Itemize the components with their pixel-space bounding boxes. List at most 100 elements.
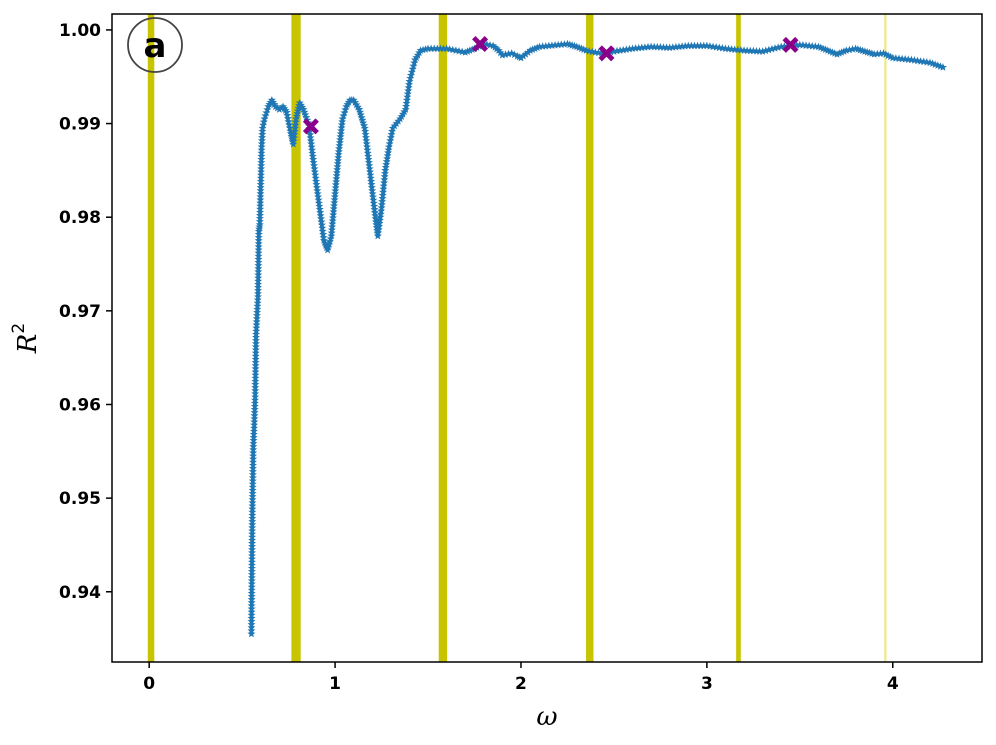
data-point — [247, 589, 256, 597]
data-point — [468, 45, 477, 53]
data-point — [870, 50, 879, 58]
data-point — [287, 132, 296, 140]
data-point — [256, 205, 265, 213]
data-point — [270, 100, 279, 108]
data-point — [250, 405, 259, 413]
data-point — [282, 108, 291, 116]
data-point — [366, 170, 375, 179]
data-point — [690, 41, 699, 50]
data-point — [248, 554, 256, 563]
data-point — [360, 124, 369, 132]
data-point — [379, 188, 388, 196]
data-point — [334, 147, 343, 156]
data-point — [510, 50, 519, 59]
data-point — [333, 165, 342, 174]
data-point — [361, 133, 370, 141]
data-point — [247, 601, 256, 610]
data-point — [254, 283, 263, 291]
data-point — [251, 377, 260, 385]
data-point — [257, 167, 266, 176]
data-point — [250, 417, 259, 426]
data-point — [792, 41, 801, 49]
vertical-bands — [147, 14, 887, 662]
data-point — [405, 80, 414, 88]
data-point — [256, 183, 265, 191]
data-point — [253, 311, 261, 319]
data-point — [362, 139, 371, 148]
data-point — [256, 198, 265, 207]
data-point — [248, 514, 257, 522]
data-point — [336, 132, 345, 141]
data-point — [250, 414, 259, 423]
data-point — [357, 113, 366, 121]
data-point — [248, 517, 257, 525]
data-point — [251, 383, 260, 391]
data-point — [247, 610, 256, 619]
data-point — [332, 168, 341, 177]
data-point — [873, 49, 882, 58]
data-point — [251, 339, 260, 348]
data-point — [349, 95, 358, 104]
data-point — [335, 141, 344, 150]
data-point — [516, 53, 525, 62]
y-axis-ticks: 0.94 0.95 0.96 0.97 0.98 0.99 1.00 — [59, 21, 112, 603]
data-point — [261, 111, 270, 120]
data-point — [253, 295, 262, 304]
data-point — [388, 127, 397, 135]
data-point — [299, 105, 308, 113]
data-point — [286, 126, 295, 135]
data-point — [251, 392, 260, 401]
data-point — [835, 49, 844, 57]
data-point — [353, 102, 362, 111]
y-tick-label: 0.96 — [59, 395, 101, 415]
data-point — [557, 40, 566, 48]
data-point — [252, 317, 261, 326]
data-point — [271, 102, 280, 111]
data-point — [368, 189, 377, 198]
y-tick-label: 0.95 — [59, 489, 101, 509]
data-point — [248, 548, 257, 557]
data-point — [313, 189, 322, 198]
panel-label-text: a — [144, 26, 167, 66]
data-point — [678, 42, 687, 50]
x-tick-label: 4 — [887, 674, 899, 694]
data-point — [258, 124, 267, 132]
data-point — [309, 155, 318, 163]
data-point — [281, 106, 290, 114]
data-point — [249, 458, 258, 466]
data-point — [404, 86, 413, 95]
data-point — [361, 130, 370, 138]
data-point — [938, 63, 947, 71]
data-point — [312, 180, 321, 188]
data-point — [251, 389, 260, 398]
data-point — [749, 46, 758, 55]
data-point — [253, 305, 262, 313]
y-axis-label-base: R — [13, 334, 43, 355]
y-axis-label: R2 — [9, 323, 43, 354]
data-point — [317, 214, 326, 223]
data-point — [287, 129, 296, 138]
data-point — [317, 217, 326, 226]
data-point — [273, 103, 282, 112]
data-point — [247, 623, 256, 632]
panel-label: a — [127, 17, 183, 73]
data-point — [659, 43, 668, 51]
highlight-markers — [302, 35, 799, 135]
data-point — [248, 507, 257, 516]
data-point — [279, 102, 288, 111]
data-point — [333, 162, 342, 171]
data-point — [365, 161, 374, 170]
data-point — [248, 536, 257, 544]
data-point — [256, 208, 265, 216]
data-point — [254, 233, 263, 241]
data-point — [384, 145, 393, 154]
data-point — [668, 43, 677, 51]
data-point — [410, 58, 419, 67]
data-point — [684, 41, 693, 50]
data-point — [662, 43, 671, 51]
data-point — [681, 41, 690, 50]
data-point — [256, 170, 265, 179]
data-point — [316, 211, 325, 220]
data-point — [526, 46, 535, 54]
data-point — [371, 214, 380, 223]
